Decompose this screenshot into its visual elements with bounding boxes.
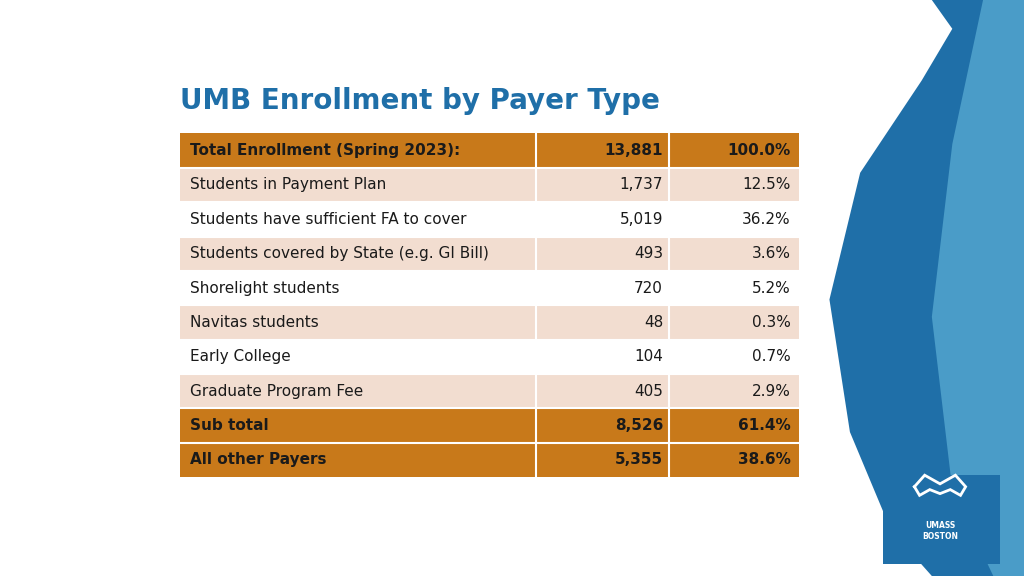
Text: 3.6%: 3.6% — [752, 246, 791, 262]
Bar — [179, 168, 799, 202]
Bar — [179, 374, 799, 408]
Text: 493: 493 — [634, 246, 664, 262]
Text: 38.6%: 38.6% — [737, 453, 791, 468]
Bar — [179, 305, 799, 340]
Text: 1,737: 1,737 — [620, 177, 664, 192]
Bar — [179, 271, 799, 305]
Bar — [179, 443, 799, 477]
Text: 36.2%: 36.2% — [742, 212, 791, 227]
Text: All other Payers: All other Payers — [189, 453, 327, 468]
FancyBboxPatch shape — [883, 475, 1000, 564]
Text: 48: 48 — [644, 315, 664, 330]
Text: 405: 405 — [634, 384, 664, 399]
Text: Shorelight students: Shorelight students — [189, 281, 339, 295]
Text: 5,355: 5,355 — [615, 453, 664, 468]
Text: 0.7%: 0.7% — [752, 350, 791, 365]
Bar — [179, 202, 799, 237]
Text: Sub total: Sub total — [189, 418, 268, 433]
Text: 5,019: 5,019 — [620, 212, 664, 227]
Bar — [179, 134, 799, 168]
Polygon shape — [829, 0, 1024, 576]
Text: 104: 104 — [634, 350, 664, 365]
Text: 8,526: 8,526 — [614, 418, 664, 433]
Text: 12.5%: 12.5% — [742, 177, 791, 192]
Text: 100.0%: 100.0% — [727, 143, 791, 158]
Text: UMB Enrollment by Payer Type: UMB Enrollment by Payer Type — [179, 87, 659, 115]
Text: 0.3%: 0.3% — [752, 315, 791, 330]
Text: 61.4%: 61.4% — [738, 418, 791, 433]
Text: 5.2%: 5.2% — [752, 281, 791, 295]
Bar — [179, 340, 799, 374]
Text: Total Enrollment (Spring 2023):: Total Enrollment (Spring 2023): — [189, 143, 460, 158]
Bar — [179, 408, 799, 443]
Text: UMASS
BOSTON: UMASS BOSTON — [922, 521, 958, 541]
Bar — [179, 237, 799, 271]
Text: Students in Payment Plan: Students in Payment Plan — [189, 177, 386, 192]
Text: Students have sufficient FA to cover: Students have sufficient FA to cover — [189, 212, 466, 227]
Text: 720: 720 — [634, 281, 664, 295]
Text: Students covered by State (e.g. GI Bill): Students covered by State (e.g. GI Bill) — [189, 246, 488, 262]
Text: Graduate Program Fee: Graduate Program Fee — [189, 384, 364, 399]
Text: Navitas students: Navitas students — [189, 315, 318, 330]
Polygon shape — [932, 0, 1024, 576]
Text: 2.9%: 2.9% — [752, 384, 791, 399]
Text: Early College: Early College — [189, 350, 291, 365]
Text: 13,881: 13,881 — [604, 143, 664, 158]
